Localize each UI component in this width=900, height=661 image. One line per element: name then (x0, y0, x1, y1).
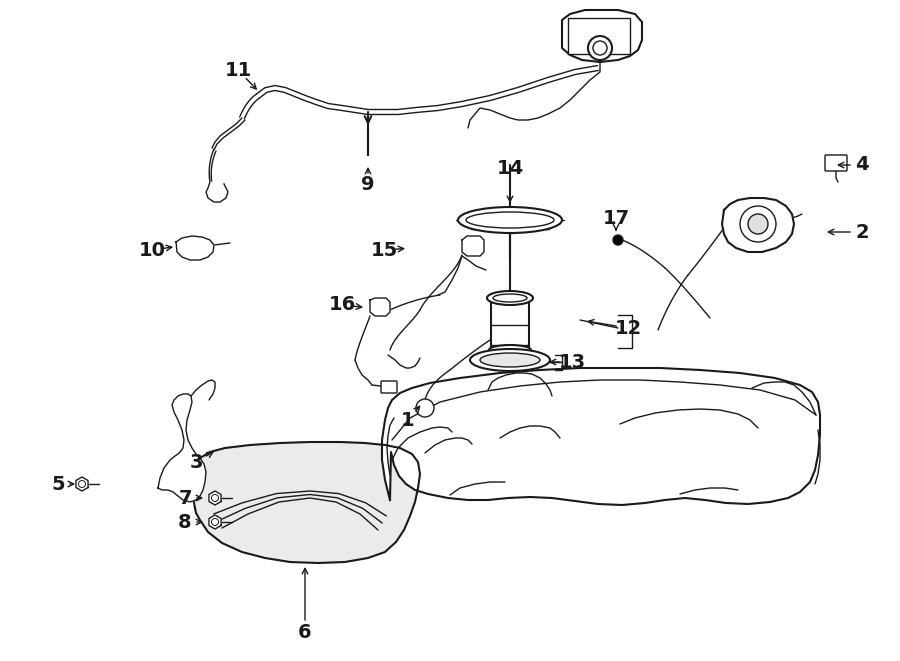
Text: 7: 7 (178, 488, 192, 508)
Text: 11: 11 (224, 61, 252, 79)
Text: 14: 14 (497, 159, 524, 178)
Ellipse shape (493, 294, 527, 302)
Ellipse shape (466, 212, 554, 228)
Text: 12: 12 (615, 319, 642, 338)
Text: 17: 17 (602, 208, 630, 227)
FancyBboxPatch shape (568, 18, 630, 54)
Circle shape (416, 399, 434, 417)
Polygon shape (209, 491, 221, 505)
Ellipse shape (489, 345, 531, 355)
Polygon shape (722, 198, 794, 252)
Text: 4: 4 (855, 155, 868, 175)
Polygon shape (76, 477, 88, 491)
Circle shape (748, 214, 768, 234)
FancyBboxPatch shape (825, 155, 847, 171)
Ellipse shape (470, 349, 550, 371)
Polygon shape (206, 182, 228, 202)
Text: 3: 3 (189, 453, 202, 471)
Text: 9: 9 (361, 176, 374, 194)
Ellipse shape (487, 291, 533, 305)
Text: 10: 10 (139, 241, 166, 260)
Polygon shape (209, 515, 221, 529)
Circle shape (212, 494, 219, 502)
Ellipse shape (480, 353, 540, 367)
Text: 1: 1 (401, 410, 415, 430)
Circle shape (593, 41, 607, 55)
FancyBboxPatch shape (381, 381, 397, 393)
Circle shape (740, 206, 776, 242)
Text: 5: 5 (51, 475, 65, 494)
Circle shape (212, 518, 219, 525)
Text: 8: 8 (178, 512, 192, 531)
Text: 13: 13 (558, 352, 586, 371)
Polygon shape (176, 236, 214, 260)
Polygon shape (562, 10, 642, 62)
Polygon shape (370, 298, 390, 316)
Text: 2: 2 (855, 223, 868, 241)
Polygon shape (192, 442, 420, 563)
Text: 16: 16 (328, 295, 356, 315)
Polygon shape (382, 368, 820, 505)
Text: 15: 15 (371, 241, 398, 260)
Text: 6: 6 (298, 623, 311, 641)
Circle shape (78, 481, 86, 488)
Circle shape (588, 36, 612, 60)
Circle shape (613, 235, 623, 245)
Polygon shape (158, 394, 206, 502)
Ellipse shape (458, 207, 562, 233)
Polygon shape (462, 236, 484, 256)
